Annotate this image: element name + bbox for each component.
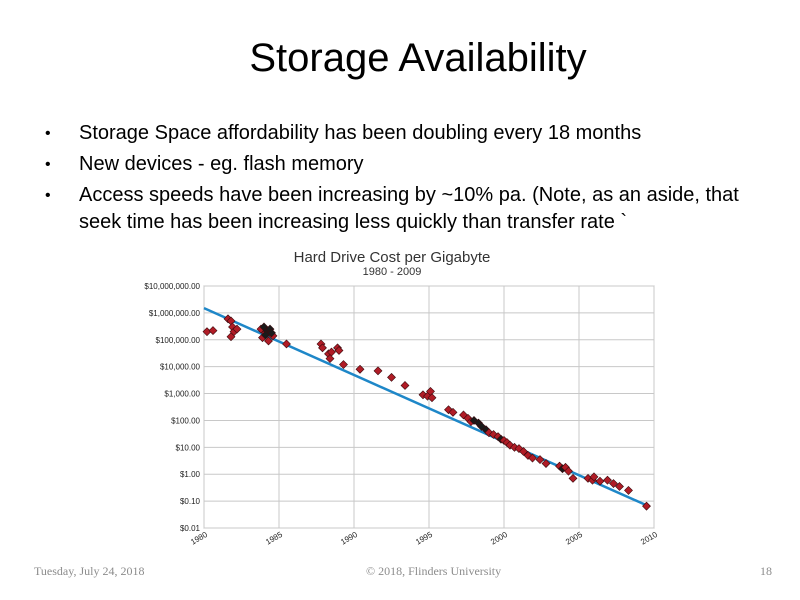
x-tick-label: 1985	[264, 530, 284, 547]
y-tick-label: $1.00	[180, 470, 201, 479]
data-point	[387, 372, 396, 382]
hard-drive-cost-chart: Hard Drive Cost per Gigabyte 1980 - 2009…	[120, 244, 665, 562]
data-point	[603, 475, 612, 485]
data-point	[535, 455, 545, 465]
y-tick-label: $10,000,000.00	[144, 282, 200, 291]
y-tick-label: $100,000.00	[156, 336, 201, 345]
trend-line	[203, 307, 648, 507]
data-point	[568, 473, 578, 483]
plot-area: $10,000,000.00 $1,000,000.00 $100,000.00 $1…	[144, 282, 659, 547]
data-point	[264, 336, 273, 346]
chart-subtitle: 1980 - 2009	[363, 266, 422, 278]
data-point	[564, 466, 573, 476]
data-point	[541, 459, 551, 468]
data-point	[282, 339, 291, 349]
x-tick-label: 1990	[339, 530, 359, 547]
y-tick-label: $0.01	[180, 524, 201, 533]
data-point	[615, 482, 624, 491]
data-point	[642, 501, 651, 511]
y-tick-label: $100.00	[171, 416, 200, 425]
data-point	[609, 479, 618, 488]
footer-date: Tuesday, July 24, 2018	[34, 564, 145, 578]
slide-title: Storage Availability	[249, 36, 587, 80]
data-point	[589, 472, 599, 482]
data-point	[448, 407, 458, 417]
x-tick-label: 1995	[414, 530, 434, 547]
y-tick-label: $1,000,000.00	[149, 309, 201, 318]
y-tick-label: $10.00	[176, 443, 201, 452]
bullet-icon: •	[45, 125, 51, 142]
bullet-icon: •	[45, 187, 51, 204]
data-point	[232, 324, 242, 334]
bullet-text: New devices - eg. flash memory	[79, 153, 364, 175]
data-point	[267, 328, 276, 338]
x-tick-label: 2005	[564, 530, 584, 547]
data-point	[318, 343, 327, 353]
chart-title: Hard Drive Cost per Gigabyte	[294, 249, 491, 266]
data-point	[624, 485, 633, 495]
data-point	[339, 360, 348, 369]
bullet-text: Storage Space affordability has been dou…	[79, 122, 642, 144]
chart-svg: Hard Drive Cost per Gigabyte 1980 - 2009…	[144, 249, 659, 547]
x-tick-label: 2000	[489, 530, 509, 547]
footer-copyright: © 2018, Flinders University	[366, 564, 502, 578]
bullet-item: • Access speeds have been increasing by …	[40, 182, 760, 236]
bullet-item: • Storage Space affordability has been d…	[40, 120, 760, 147]
data-point	[373, 366, 383, 376]
y-tick-label: $1,000.00	[164, 390, 200, 399]
bullet-list: • Storage Space affordability has been d…	[40, 120, 760, 240]
data-point	[427, 393, 437, 403]
data-point	[325, 354, 335, 363]
data-point	[208, 326, 218, 335]
data-point	[595, 476, 605, 486]
data-point	[226, 332, 236, 342]
data-point	[334, 346, 344, 355]
y-tick-label: $10,000.00	[160, 363, 201, 372]
data-point	[528, 453, 537, 463]
bullet-icon: •	[45, 156, 51, 173]
data-point	[355, 364, 365, 374]
data-point	[519, 447, 528, 456]
bullet-item: • New devices - eg. flash memory	[40, 151, 760, 178]
y-tick-label: $0.10	[180, 497, 201, 506]
x-tick-label: 2010	[639, 530, 659, 547]
data-point	[400, 381, 410, 390]
bullet-text: Access speeds have been increasing by ~1…	[79, 184, 739, 233]
page-number: 18	[760, 564, 772, 578]
